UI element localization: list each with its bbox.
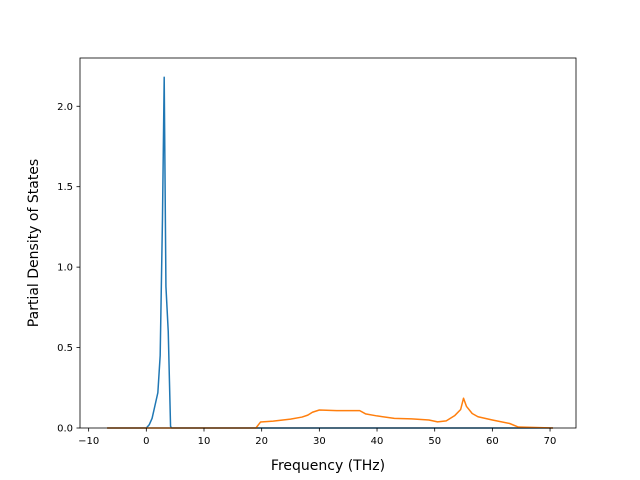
x-tick-label: 30: [313, 436, 326, 447]
y-tick-label: 0.5: [57, 343, 73, 354]
series-line-1: [107, 76, 553, 429]
y-tick-label: 0.0: [57, 424, 73, 435]
x-tick-label: 40: [371, 436, 384, 447]
y-tick-label: 1.5: [57, 182, 73, 193]
plot-frame: [79, 57, 577, 429]
x-tick-label: 70: [544, 436, 557, 447]
x-tick-label: 60: [486, 436, 499, 447]
y-tick-label: 1.0: [57, 263, 73, 274]
series-line-2: [107, 397, 553, 429]
x-tick-label: 20: [255, 436, 268, 447]
x-axis-label: Frequency (THz): [271, 458, 385, 474]
x-tick-label: 50: [428, 436, 441, 447]
series-layer: [107, 76, 553, 429]
tick-layer: −10 0 10 20 30 40 50 60 70 0.0 0.5 1.0 1.5 2.0: [57, 102, 556, 447]
x-tick-label: 10: [198, 436, 211, 447]
x-tick-label: 0: [143, 436, 149, 447]
y-axis-label: Partial Density of States: [26, 159, 42, 327]
x-tick-label: −10: [78, 436, 99, 447]
y-tick-label: 2.0: [57, 102, 73, 113]
